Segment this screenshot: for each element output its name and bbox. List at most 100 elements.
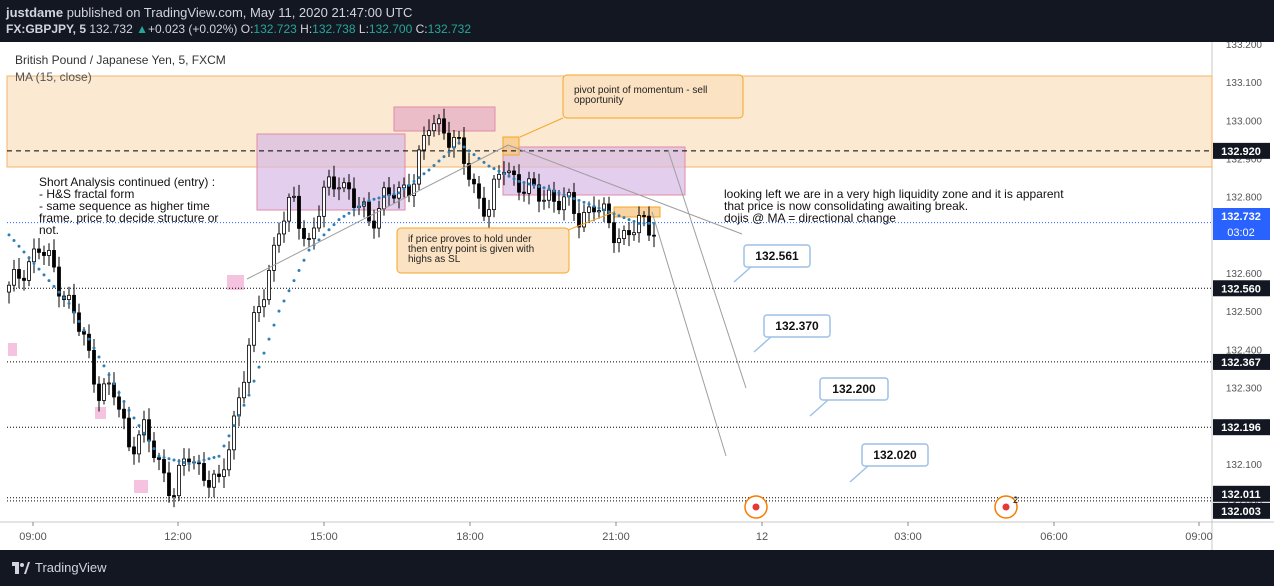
pink-marker xyxy=(134,480,148,493)
candle xyxy=(317,205,321,232)
ma-point xyxy=(647,221,651,225)
ma-point xyxy=(302,258,306,262)
candle xyxy=(132,436,136,465)
tradingview-logo[interactable]: TradingView xyxy=(12,560,107,575)
candle xyxy=(327,169,331,196)
chart-area[interactable]: pivot point of momentum - sell opportuni… xyxy=(0,40,1274,550)
ma-point xyxy=(257,365,261,369)
candle xyxy=(432,114,436,137)
high-label: H: xyxy=(300,22,313,36)
candle xyxy=(102,377,106,405)
candles xyxy=(7,108,656,508)
candle xyxy=(302,220,306,247)
target-callout-4[interactable]: 132.020 xyxy=(849,443,929,483)
last-price: 132.732 xyxy=(89,22,133,36)
candle xyxy=(342,177,346,193)
ma-point xyxy=(452,146,456,150)
target-callout-3[interactable]: 132.200 xyxy=(809,377,889,417)
time-tick-label: 09:00 xyxy=(1185,531,1213,543)
ma-point xyxy=(582,200,586,204)
ma-point xyxy=(372,197,376,201)
ma-point xyxy=(482,160,486,164)
descending-trend-line[interactable] xyxy=(507,144,743,235)
ma-point xyxy=(507,174,511,178)
current-price-label[interactable]: 132.732 03:02 xyxy=(1213,208,1270,240)
price-tick-label: 133.000 xyxy=(1226,116,1263,127)
candle xyxy=(67,286,71,309)
short-analysis-note[interactable]: Short Analysis continued (entry) : - H&S… xyxy=(39,175,218,237)
candle xyxy=(272,236,276,282)
ma-point xyxy=(162,455,166,459)
price-level-label[interactable]: 132.003 xyxy=(1213,502,1270,519)
price-level-label[interactable]: 132.560 xyxy=(1213,280,1270,297)
target-callout-2[interactable]: 132.370 xyxy=(753,314,831,353)
ma-point xyxy=(537,184,541,188)
candle xyxy=(537,173,541,213)
candle xyxy=(577,202,581,239)
time-tick-label: 03:00 xyxy=(894,531,922,543)
time-tick: 15:00 xyxy=(310,522,338,543)
candle xyxy=(177,458,181,501)
price-level-label[interactable]: 132.367 xyxy=(1213,353,1270,370)
candle xyxy=(77,303,81,336)
candle xyxy=(147,408,151,453)
current-price-value: 132.732 xyxy=(1221,211,1261,223)
ma-point xyxy=(7,233,11,237)
candle xyxy=(582,204,586,232)
ma-point xyxy=(407,183,411,187)
ma-point xyxy=(422,172,426,176)
close-value: 132.732 xyxy=(427,22,472,36)
indicator-title[interactable]: MA (15, close) xyxy=(15,70,92,84)
candle xyxy=(262,289,266,318)
candle xyxy=(507,162,511,177)
ma-point xyxy=(512,177,516,181)
ma-point xyxy=(37,267,41,271)
event-marker-icon[interactable] xyxy=(744,495,768,519)
svg-text:132.011: 132.011 xyxy=(1221,489,1260,501)
target-callout-1[interactable]: 132.561 xyxy=(733,244,811,283)
ma-point xyxy=(637,221,641,225)
candle xyxy=(242,371,246,404)
liquidity-note[interactable]: looking left we are in a very high liqui… xyxy=(724,187,1064,225)
candle xyxy=(87,324,91,359)
ma-point xyxy=(382,195,386,199)
ma-point xyxy=(592,204,596,208)
pivot-callout[interactable]: pivot point of momentum - sell opportuni… xyxy=(519,74,744,138)
hold-note-line: if price proves to hold under xyxy=(408,234,532,245)
price-chart[interactable]: pivot point of momentum - sell opportuni… xyxy=(0,40,1274,550)
projection-line[interactable] xyxy=(651,211,727,457)
neckline-trend-line[interactable] xyxy=(246,144,509,280)
high-value: 132.738 xyxy=(312,22,356,36)
ma-point xyxy=(172,458,176,462)
ma-point xyxy=(417,176,421,180)
ma-point xyxy=(412,179,416,183)
target-label: 132.020 xyxy=(873,448,917,462)
price-level-label[interactable]: 132.196 xyxy=(1213,419,1270,436)
ma-point xyxy=(12,239,16,243)
candle xyxy=(47,243,51,266)
candle xyxy=(562,187,566,221)
projection-line[interactable] xyxy=(667,149,747,389)
candle xyxy=(627,221,631,247)
target-label: 132.200 xyxy=(832,382,876,396)
instrument-title[interactable]: British Pound / Japanese Yen, 5, FXCM xyxy=(15,53,226,67)
hold-callout[interactable]: if price proves to hold under then entry… xyxy=(396,211,615,274)
analysis-line: Short Analysis continued (entry) : xyxy=(39,175,215,189)
symbol-label[interactable]: FX:GBPJPY, 5 xyxy=(6,22,87,36)
time-tick: 12:00 xyxy=(164,522,192,543)
pink-marker xyxy=(95,407,106,419)
event-marker-icon[interactable]: 2 xyxy=(994,495,1018,519)
price-level-label[interactable]: 132.920 xyxy=(1213,142,1270,159)
ma-point xyxy=(327,228,331,232)
ma-point xyxy=(22,250,26,254)
candle xyxy=(57,256,61,308)
time-tick-label: 06:00 xyxy=(1040,531,1068,543)
author-name[interactable]: justdame xyxy=(6,5,64,20)
ma-point xyxy=(237,413,241,417)
ma-point xyxy=(567,195,571,199)
price-level-label[interactable]: 132.011 xyxy=(1213,485,1270,502)
candle xyxy=(412,174,416,208)
event-count: 2 xyxy=(1013,495,1018,505)
ma-point xyxy=(77,319,81,323)
candle xyxy=(72,283,76,324)
